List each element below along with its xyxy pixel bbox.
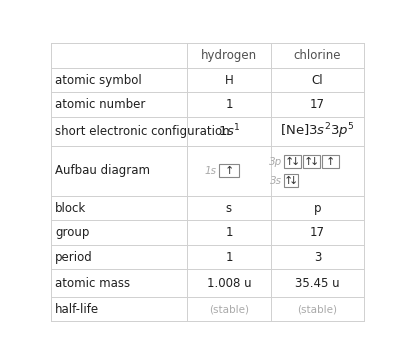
Text: 1: 1 bbox=[225, 251, 233, 264]
Text: ↓: ↓ bbox=[289, 176, 298, 186]
Bar bbox=[219, 164, 239, 178]
Text: 1: 1 bbox=[225, 226, 233, 239]
Text: 1s: 1s bbox=[204, 166, 216, 176]
Text: (stable): (stable) bbox=[209, 304, 249, 314]
Text: $1s^{\mathrm{1}}$: $1s^{\mathrm{1}}$ bbox=[217, 123, 240, 139]
Text: 3p: 3p bbox=[269, 157, 282, 167]
Text: atomic number: atomic number bbox=[55, 98, 145, 111]
Text: half-life: half-life bbox=[55, 303, 99, 316]
Text: ↑: ↑ bbox=[303, 157, 313, 167]
Text: atomic mass: atomic mass bbox=[55, 277, 130, 290]
Text: ↑: ↑ bbox=[224, 166, 234, 176]
Bar bbox=[284, 174, 298, 187]
Text: H: H bbox=[225, 74, 234, 87]
Text: 17: 17 bbox=[310, 226, 325, 239]
Text: short electronic configuration: short electronic configuration bbox=[55, 125, 230, 138]
Text: block: block bbox=[55, 202, 86, 215]
Text: ↑: ↑ bbox=[284, 176, 293, 186]
Bar bbox=[284, 155, 301, 168]
Text: ↓: ↓ bbox=[310, 157, 319, 167]
Text: Cl: Cl bbox=[311, 74, 323, 87]
Text: 17: 17 bbox=[310, 98, 325, 111]
Text: 3: 3 bbox=[314, 251, 321, 264]
Text: 35.45 u: 35.45 u bbox=[295, 277, 340, 290]
Text: period: period bbox=[55, 251, 93, 264]
Text: s: s bbox=[226, 202, 232, 215]
Text: $\mathrm{[Ne]}3s^{\mathrm{2}}3p^{\mathrm{5}}$: $\mathrm{[Ne]}3s^{\mathrm{2}}3p^{\mathrm… bbox=[280, 121, 355, 141]
Text: ↓: ↓ bbox=[290, 157, 300, 167]
Text: ↑: ↑ bbox=[326, 157, 335, 167]
Text: group: group bbox=[55, 226, 90, 239]
Text: chlorine: chlorine bbox=[294, 49, 341, 62]
Text: 3s: 3s bbox=[270, 176, 282, 186]
Text: 1: 1 bbox=[225, 98, 233, 111]
Text: hydrogen: hydrogen bbox=[201, 49, 257, 62]
Text: (stable): (stable) bbox=[297, 304, 337, 314]
Bar bbox=[322, 155, 339, 168]
Text: p: p bbox=[314, 202, 321, 215]
Text: ↑: ↑ bbox=[284, 157, 294, 167]
Bar bbox=[303, 155, 320, 168]
Text: Aufbau diagram: Aufbau diagram bbox=[55, 164, 150, 177]
Text: 1.008 u: 1.008 u bbox=[207, 277, 251, 290]
Text: atomic symbol: atomic symbol bbox=[55, 74, 142, 87]
